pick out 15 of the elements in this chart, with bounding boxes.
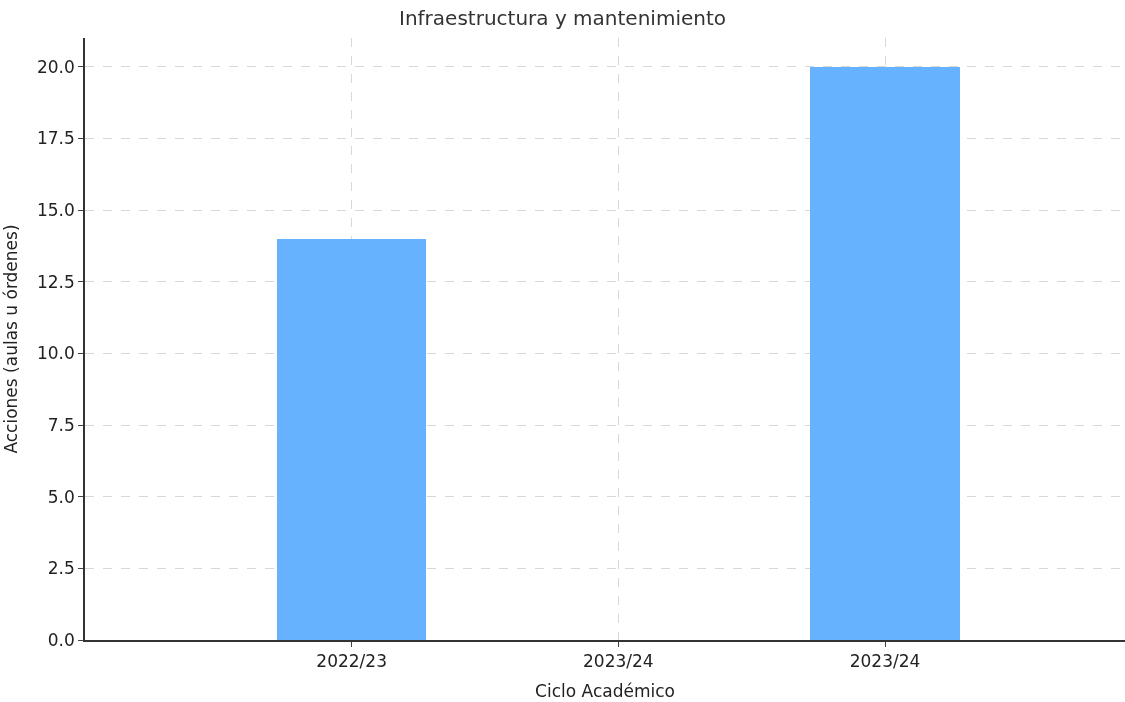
y-tick-label: 0.0 <box>47 629 75 650</box>
y-tick-label: 12.5 <box>36 271 75 292</box>
y-axis-title: Acciones (aulas u órdenes) <box>1 224 22 454</box>
x-tick-label: 2022/23 <box>316 651 387 672</box>
x-tick-label: 2023/24 <box>849 651 921 672</box>
y-tick-label: 20.0 <box>36 56 75 77</box>
chart-title: Infraestructura y mantenimiento <box>399 5 726 30</box>
y-tick-label: 2.5 <box>47 558 75 579</box>
x-axis-title: Ciclo Académico <box>535 681 675 702</box>
y-tick-label: 7.5 <box>47 414 75 435</box>
y-tick-label: 15.0 <box>36 199 75 220</box>
y-tick-label: 5.0 <box>47 486 75 507</box>
y-tick-label: 10.0 <box>36 343 75 364</box>
y-tick-label: 17.5 <box>36 128 75 149</box>
x-tick-label: 2023/24 <box>583 651 654 672</box>
